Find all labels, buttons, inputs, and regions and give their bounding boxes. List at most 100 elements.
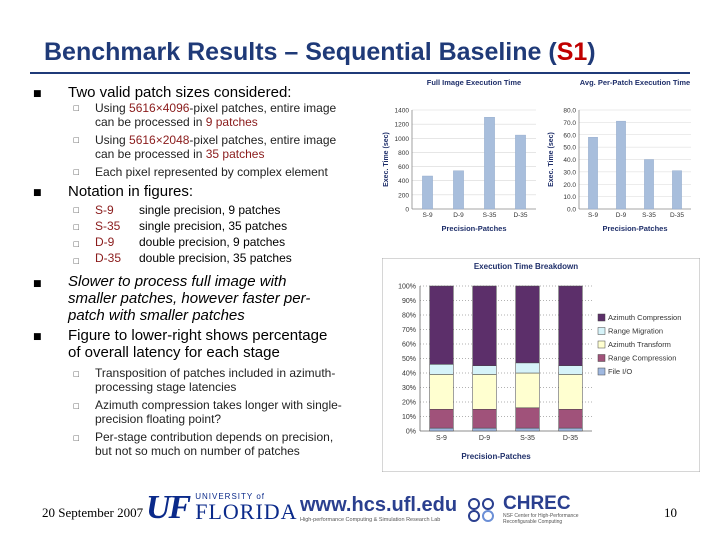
sub-bullet-transposition: Transposition of patches included in azi… (95, 366, 336, 394)
uf-logo-florida: FLORIDA (195, 499, 298, 524)
title-suffix: ) (587, 38, 596, 66)
segment-azimuth-compression-s-9 (429, 285, 454, 365)
notation-row-s9: S-9 single precision, 9 patches (95, 203, 281, 217)
segment-azimuth-transform-d-9 (472, 374, 497, 410)
bar-d-35 (515, 134, 526, 210)
sub-bullet-marker-icon: □ (73, 168, 80, 176)
sub-bullet-azimuth-compression: Azimuth compression takes longer with si… (95, 398, 342, 426)
chart-avg-per-patch-execution-time: Avg. Per-Patch Execution Time 0.0 10.0 20.0… (548, 78, 691, 233)
uf-logo-mark: UF (146, 489, 191, 526)
y-tick-label: 200 (398, 192, 409, 199)
y-tick-label: 800 (398, 150, 409, 157)
segment-azimuth-transform-s-9 (429, 374, 454, 410)
legend-swatch (597, 367, 606, 376)
segment-file-i-o-d-35 (558, 427, 583, 432)
legend-swatch (597, 354, 606, 362)
chart-title: Avg. Per-Patch Execution Time (580, 78, 690, 87)
notation-row-s35: S-35 single precision, 35 patches (95, 219, 288, 233)
segment-range-migration-s-9 (429, 364, 454, 375)
notation-list: S-9 single precision, 9 patches S-35 singl… (95, 202, 292, 266)
y-tick-label: 0% (406, 429, 416, 436)
x-tick-label: D-9 (453, 212, 464, 219)
bar-s-9 (422, 175, 433, 210)
y-tick-label: 20% (402, 400, 416, 407)
segment-range-compression-s-9 (429, 409, 454, 429)
legend-label: Range Migration (608, 327, 663, 336)
title-prefix: Benchmark Results – Sequential Baseline … (44, 38, 557, 66)
x-tick-label: D-9 (616, 212, 627, 219)
bar-d-9 (616, 120, 626, 210)
y-tick-label: 50.0 (563, 145, 576, 152)
x-tick-label: D-35 (670, 212, 684, 219)
segment-azimuth-compression-d-9 (472, 285, 497, 366)
segment-file-i-o-d-9 (472, 427, 497, 432)
y-tick-label: 30% (402, 385, 416, 392)
y-tick-label: 80% (402, 313, 416, 320)
x-axis-label: Precision-Patches (602, 224, 667, 233)
sub-bullet-marker-icon: □ (73, 370, 80, 378)
y-axis-label: Exec. Time (sec) (383, 132, 390, 187)
chrec-logo: CHREC NSF Center for High-Performance Re… (466, 494, 579, 525)
uf-logo-university: UNIVERSITY of (195, 492, 265, 501)
chart-execution-time-breakdown: Execution Time Breakdown 0% 10% 20% 30% 40% 50… (382, 258, 700, 472)
legend-swatch (597, 313, 606, 322)
segment-azimuth-compression-s-35 (515, 285, 540, 364)
x-tick-label: S-9 (422, 212, 433, 219)
sub-bullet-marker-icon: □ (73, 104, 80, 112)
y-tick-label: 80.0 (563, 108, 576, 115)
bullet-marker-icon: ■ (33, 332, 42, 342)
bullet-marker-icon: ■ (33, 279, 42, 289)
y-tick-label: 50% (402, 356, 416, 363)
segment-file-i-o-s-9 (429, 427, 454, 432)
y-tick-label: 1400 (395, 108, 410, 115)
chart-title: Execution Time Breakdown (474, 262, 578, 271)
y-tick-label: 600 (398, 164, 409, 171)
segment-azimuth-transform-s-35 (515, 372, 540, 409)
y-tick-label: 70% (402, 327, 416, 334)
legend-label: Range Compression (608, 354, 676, 363)
title-underline (30, 72, 690, 74)
segment-range-compression-d-9 (472, 409, 497, 429)
sub-bullet-marker-icon: □ (73, 206, 80, 214)
x-tick-label: S-9 (436, 435, 447, 442)
sub-bullet-marker-icon: □ (73, 136, 80, 144)
chart-full-image-execution-time: Full Image Execution Time 0 200 400 600 800 10… (383, 78, 536, 233)
y-tick-label: 60.0 (563, 132, 576, 139)
segment-range-compression-d-35 (558, 409, 583, 429)
legend-label: File I/O (608, 367, 632, 376)
bar-s-9 (588, 137, 598, 210)
x-tick-label: S-35 (642, 212, 656, 219)
sub-bullet-patch-35: Using 5616×2048-pixel patches, entire im… (95, 133, 337, 161)
page-number: 10 (664, 505, 677, 520)
chrec-subtitle-1: NSF Center for High-Performance (503, 513, 579, 519)
y-tick-label: 0 (405, 207, 409, 214)
x-tick-label: S-35 (483, 212, 497, 219)
hcs-subtitle: High-performance Computing & Simulation … (300, 517, 441, 523)
y-tick-label: 70.0 (563, 120, 576, 127)
sub-bullet-patch-9: Using 5616×4096-pixel patches, entire im… (95, 101, 337, 129)
x-axis-label: Precision-Patches (441, 224, 506, 233)
bullet-marker-icon: ■ (33, 188, 42, 198)
bar-s-35 (644, 159, 654, 210)
sub-bullet-marker-icon: □ (73, 240, 80, 248)
notation-row-d9: D-9 double precision, 9 patches (95, 235, 286, 249)
chrec-name: CHREC (503, 493, 571, 514)
y-tick-label: 1200 (395, 122, 410, 129)
x-axis-label: Precision-Patches (461, 452, 531, 461)
y-tick-label: 100% (398, 284, 416, 291)
y-tick-label: 1000 (395, 136, 410, 143)
slide-title: Benchmark Results – Sequential Baseline … (44, 38, 596, 67)
sub-bullet-marker-icon: □ (73, 402, 80, 410)
segment-file-i-o-s-35 (515, 427, 540, 432)
segment-range-migration-s-35 (515, 362, 540, 374)
hcs-url: www.hcs.ufl.edu (300, 494, 458, 516)
y-tick-label: 40.0 (563, 157, 576, 164)
x-tick-label: S-35 (520, 435, 535, 442)
bar-d-35 (672, 170, 682, 210)
y-axis-label: Exec. Time (sec) (548, 132, 555, 187)
sub-bullet-per-stage: Per-stage contribution depends on precis… (95, 430, 334, 458)
sub-bullet-complex-element: Each pixel represented by complex elemen… (95, 165, 328, 179)
uf-logo: UF UNIVERSITY of FLORIDA (146, 489, 298, 526)
segment-azimuth-transform-d-35 (558, 374, 583, 410)
chrec-subtitle-2: Reconfigurable Computing (503, 519, 563, 525)
